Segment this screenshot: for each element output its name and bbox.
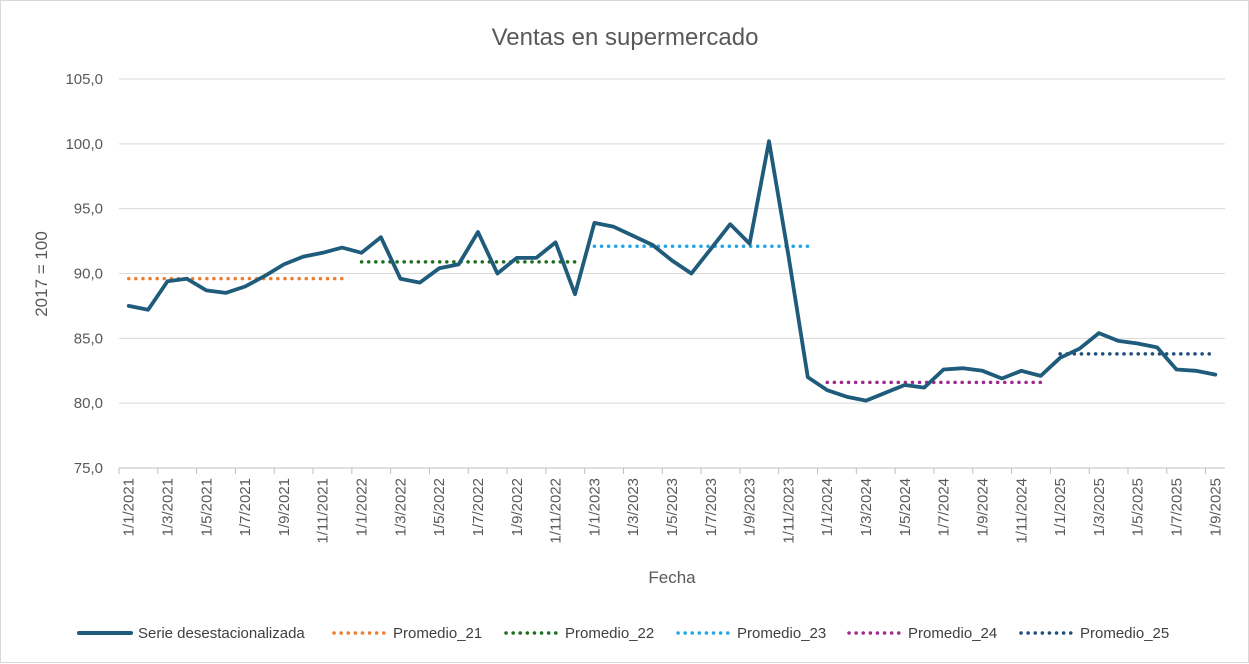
y-tick-label: 95,0 bbox=[74, 201, 103, 218]
x-tick-label: 1/5/2022 bbox=[431, 478, 448, 536]
x-tick-label: 1/1/2025 bbox=[1052, 478, 1069, 536]
y-tick-label: 105,0 bbox=[65, 71, 103, 88]
x-tick-label: 1/9/2023 bbox=[742, 478, 759, 536]
legend-label-serie-desestacionalizada: Serie desestacionalizada bbox=[138, 625, 305, 642]
x-tick-label: 1/3/2025 bbox=[1091, 478, 1108, 536]
x-tick-label: 1/5/2021 bbox=[198, 478, 215, 536]
x-tick-label: 1/7/2022 bbox=[470, 478, 487, 536]
legend-label-promedio-24: Promedio_24 bbox=[908, 625, 997, 642]
legend-label-promedio-23: Promedio_23 bbox=[737, 625, 826, 642]
x-tick-label: 1/9/2021 bbox=[276, 478, 293, 536]
average-lines bbox=[126, 244, 1218, 385]
y-axis: 75,0 80,0 85,0 90,0 95,0 100,0 105,0 bbox=[65, 71, 103, 477]
x-tick-label: 1/11/2022 bbox=[548, 478, 565, 544]
series-line-serie-desestacionalizada bbox=[126, 139, 1218, 403]
x-tick-label: 1/1/2023 bbox=[586, 478, 603, 536]
x-tick-label: 1/7/2025 bbox=[1168, 478, 1185, 536]
x-tick-label: 1/5/2025 bbox=[1130, 478, 1147, 536]
x-tick-label: 1/1/2024 bbox=[819, 478, 836, 536]
x-tick-label: 1/11/2024 bbox=[1013, 478, 1030, 544]
legend-label-promedio-25: Promedio_25 bbox=[1080, 625, 1169, 642]
x-tick-label: 1/9/2025 bbox=[1207, 478, 1224, 536]
x-axis-label: Fecha bbox=[648, 568, 696, 587]
x-tick-label: 1/9/2022 bbox=[509, 478, 526, 536]
legend: Serie desestacionalizada Promedio_21 Prome… bbox=[77, 625, 1169, 642]
x-axis: 1/1/2021 1/3/2021 1/5/2021 1/7/2021 1/9/2021… bbox=[118, 467, 1225, 544]
chart-title: Ventas en supermercado bbox=[492, 24, 759, 51]
y-tick-label: 90,0 bbox=[74, 266, 103, 283]
x-tick-label: 1/1/2022 bbox=[354, 478, 371, 536]
x-tick-label: 1/1/2021 bbox=[121, 478, 138, 536]
x-tick-label: 1/3/2021 bbox=[160, 478, 177, 536]
x-tick-label: 1/11/2021 bbox=[315, 478, 332, 544]
legend-label-promedio-22: Promedio_22 bbox=[565, 625, 654, 642]
y-tick-label: 85,0 bbox=[74, 330, 103, 347]
y-tick-label: 80,0 bbox=[74, 395, 103, 412]
x-tick-label: 1/7/2021 bbox=[237, 478, 254, 536]
x-tick-label: 1/9/2024 bbox=[974, 478, 991, 536]
y-tick-label: 75,0 bbox=[74, 460, 103, 477]
y-tick-label: 100,0 bbox=[65, 136, 103, 153]
x-tick-label: 1/3/2023 bbox=[625, 478, 642, 536]
legend-label-promedio-21: Promedio_21 bbox=[393, 625, 482, 642]
gridlines bbox=[119, 78, 1225, 404]
x-tick-label: 1/3/2024 bbox=[858, 478, 875, 536]
x-tick-label: 1/3/2022 bbox=[392, 478, 409, 536]
x-tick-label: 1/7/2023 bbox=[703, 478, 720, 536]
x-tick-label: 1/5/2024 bbox=[897, 478, 914, 536]
main-series bbox=[126, 139, 1218, 403]
x-tick-label: 1/5/2023 bbox=[664, 478, 681, 536]
x-tick-label: 1/11/2023 bbox=[780, 478, 797, 544]
x-tick-label: 1/7/2024 bbox=[936, 478, 953, 536]
y-axis-label: 2017 = 100 bbox=[32, 231, 51, 317]
